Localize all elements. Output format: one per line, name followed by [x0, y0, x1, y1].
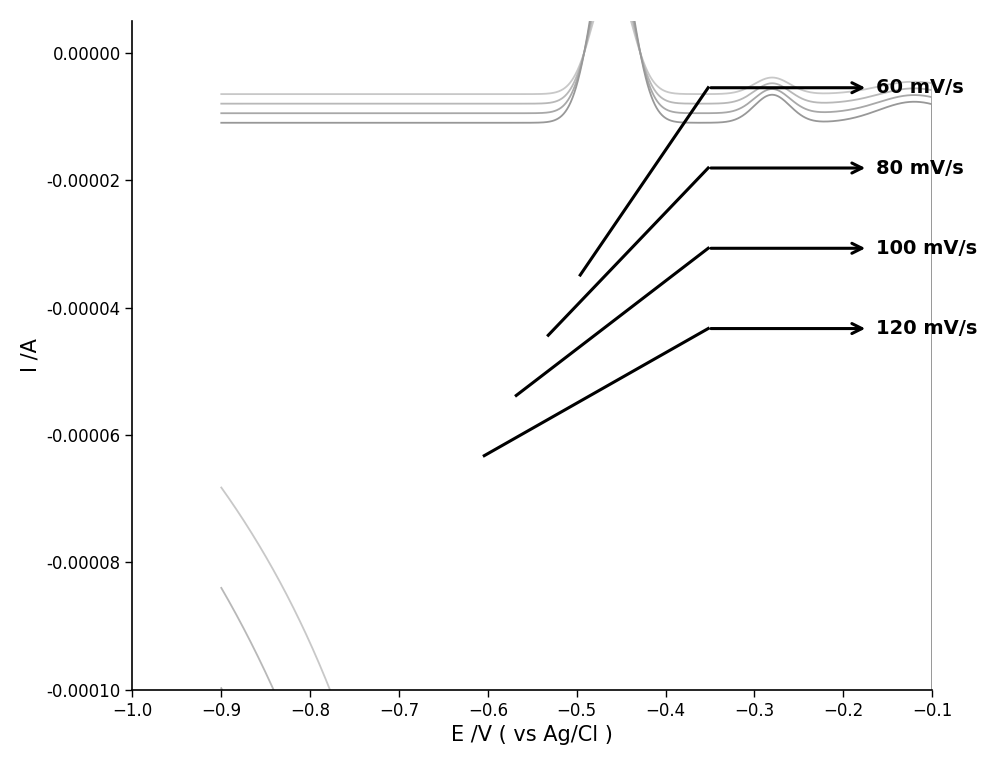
Y-axis label: I /A: I /A: [21, 339, 41, 372]
Text: 100 mV/s: 100 mV/s: [876, 239, 977, 258]
Text: 80 mV/s: 80 mV/s: [876, 159, 964, 178]
X-axis label: E /V ( vs Ag/Cl ): E /V ( vs Ag/Cl ): [451, 725, 613, 745]
Text: 120 mV/s: 120 mV/s: [876, 319, 977, 338]
Text: 60 mV/s: 60 mV/s: [876, 78, 964, 97]
